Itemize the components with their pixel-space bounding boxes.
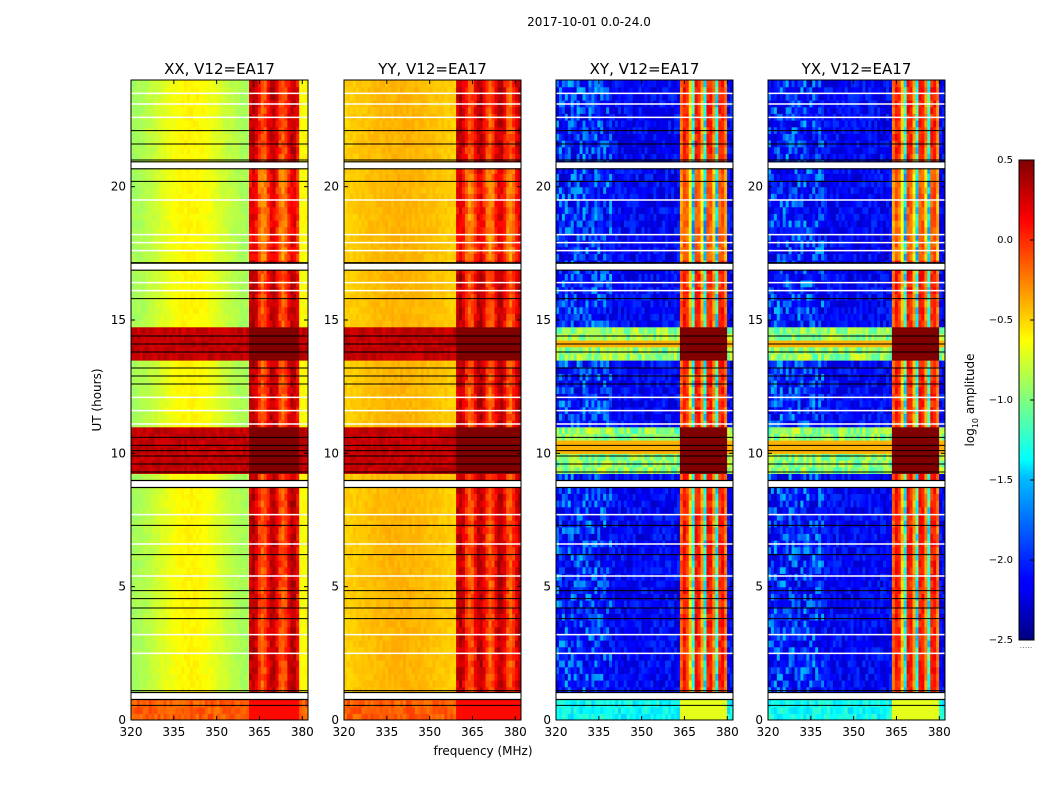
x-tick-label: 320: [120, 725, 143, 739]
y-tick-label: 15: [324, 313, 339, 327]
y-tick-label: 5: [543, 580, 551, 594]
colorbar: 0.5 0.0 −0.5 −1.0 −1.5 −2.0 −2.5 ..... log10 a…: [963, 155, 1034, 650]
y-tick-label: 5: [331, 580, 339, 594]
x-tick-label: 320: [757, 725, 780, 739]
colorbar-tick-label: −1.5: [989, 475, 1013, 486]
x-tick-label: 320: [333, 725, 356, 739]
y-tick-label: 0: [331, 713, 339, 727]
x-tick-label: 365: [885, 725, 908, 739]
panel-title: YX, V12=EA17: [801, 60, 912, 78]
x-tick-label: 380: [504, 725, 527, 739]
y-tick-label: 0: [118, 713, 126, 727]
colorbar-tick-label: −2.5: [989, 635, 1013, 646]
y-tick-label: 20: [748, 180, 763, 194]
colorbar-label-rest: amplitude: [963, 354, 977, 418]
x-tick-label: 335: [375, 725, 398, 739]
panel-title: XY, V12=EA17: [590, 60, 700, 78]
colorbar-label-subscript: 10: [971, 418, 980, 428]
x-tick-label: 350: [842, 725, 865, 739]
panel-title: XX, V12=EA17: [164, 60, 275, 78]
x-tick-label: 320: [545, 725, 568, 739]
y-tick-label: 5: [755, 580, 763, 594]
colorbar-label-main: log: [963, 428, 977, 446]
y-tick-label: 5: [118, 580, 126, 594]
x-tick-label: 380: [716, 725, 739, 739]
y-tick-label: 20: [111, 180, 126, 194]
y-tick-label: 20: [536, 180, 551, 194]
x-tick-label: 350: [205, 725, 228, 739]
panel-title: YY, V12=EA17: [377, 60, 487, 78]
x-tick-label: 380: [291, 725, 314, 739]
colorbar-tick-label: 0.5: [997, 155, 1013, 166]
panel-xx: XX, V12=EA17 320 335 350 365 380 0 5 10 15 20: [111, 60, 314, 739]
heatmap-image-xy: [556, 80, 734, 721]
y-tick-label: 10: [324, 446, 339, 460]
panel-yy: YY, V12=EA17 320 335 350 365 380 0 5 10 15 20: [324, 60, 527, 739]
y-tick-label: 15: [111, 313, 126, 327]
panel-xy: XY, V12=EA17 320 335 350 365 380 0 5 10 15 20: [536, 60, 739, 739]
x-tick-label: 335: [799, 725, 822, 739]
figure-suptitle: 2017-10-01 0.0-24.0: [527, 15, 651, 29]
colorbar-label: log10 amplitude: [963, 354, 980, 447]
heatmap-image-xx: [131, 80, 309, 721]
panel-yx: YX, V12=EA17 320 335 350 365 380 0 5 10 15 20: [748, 60, 951, 739]
x-tick-label: 350: [418, 725, 441, 739]
colorbar-minor-text: .....: [1020, 641, 1033, 650]
x-tick-label: 380: [928, 725, 951, 739]
colorbar-tick-label: −0.5: [989, 315, 1013, 326]
x-tick-label: 335: [162, 725, 185, 739]
y-tick-label: 20: [324, 180, 339, 194]
heatmap-image-yy: [344, 80, 522, 721]
colorbar-tick-label: −2.0: [989, 555, 1013, 566]
y-tick-label: 15: [536, 313, 551, 327]
y-tick-label: 0: [755, 713, 763, 727]
x-tick-label: 365: [248, 725, 271, 739]
x-tick-label: 365: [673, 725, 696, 739]
x-tick-label: 365: [461, 725, 484, 739]
y-tick-label: 10: [536, 446, 551, 460]
x-axis-label: frequency (MHz): [433, 744, 532, 758]
y-tick-label: 10: [748, 446, 763, 460]
y-tick-label: 15: [748, 313, 763, 327]
x-tick-label: 350: [630, 725, 653, 739]
heatmap-image-yx: [768, 80, 946, 721]
y-tick-label: 10: [111, 446, 126, 460]
y-axis-label: UT (hours): [90, 368, 104, 431]
colorbar-tick-label: 0.0: [997, 235, 1013, 246]
x-tick-label: 335: [587, 725, 610, 739]
colorbar-tick-label: −1.0: [989, 395, 1013, 406]
y-tick-label: 0: [543, 713, 551, 727]
